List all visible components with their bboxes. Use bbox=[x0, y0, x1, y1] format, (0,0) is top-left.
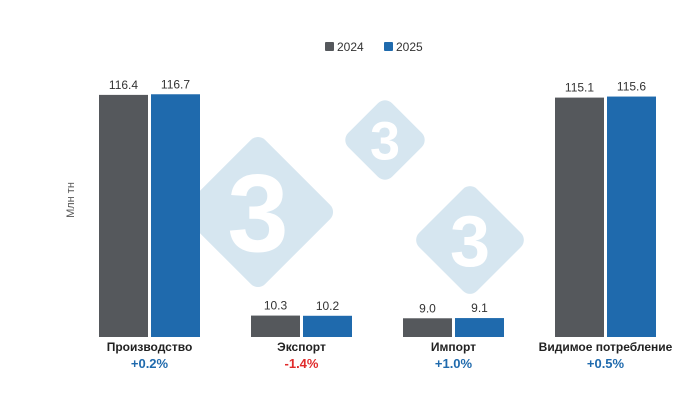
data-label-2024-4: 115.1 bbox=[565, 81, 594, 95]
y-axis-label: Млн тн bbox=[65, 182, 77, 218]
watermark-tile-shape bbox=[182, 136, 334, 288]
bars bbox=[99, 94, 656, 337]
change-label-2: -1.4% bbox=[285, 356, 319, 371]
legend-swatch-2024 bbox=[325, 42, 334, 51]
change-label-1: +0.2% bbox=[131, 356, 169, 371]
data-label-2024-2: 10.3 bbox=[264, 299, 288, 313]
bar-2024-2 bbox=[251, 315, 300, 337]
data-label-2025-2: 10.2 bbox=[316, 299, 340, 313]
category-labels: Производство +0.2% Экспорт -1.4% Импорт +1.0%… bbox=[107, 340, 673, 371]
watermark-digit: 3 bbox=[227, 153, 288, 276]
legend: 2024 2025 bbox=[325, 40, 423, 54]
legend-swatch-2025 bbox=[384, 42, 393, 51]
watermark-tile-1 bbox=[182, 136, 334, 288]
legend-label-2025: 2025 bbox=[396, 40, 423, 54]
data-label-2025-3: 9.1 bbox=[471, 301, 488, 315]
category-label-2: Экспорт bbox=[277, 340, 326, 354]
watermark-tile-shape bbox=[416, 186, 524, 294]
data-label-2024-3: 9.0 bbox=[419, 301, 436, 315]
bar-2024-3 bbox=[403, 318, 452, 337]
watermark-logo: 333 bbox=[182, 100, 524, 294]
bar-2024-1 bbox=[99, 94, 148, 337]
change-label-4: +0.5% bbox=[587, 356, 625, 371]
bar-2025-1 bbox=[151, 94, 200, 337]
watermark-tile-3 bbox=[416, 186, 524, 294]
bar-2025-4 bbox=[607, 96, 656, 337]
category-label-1: Производство bbox=[107, 340, 193, 354]
category-label-4: Видимое потребление bbox=[539, 340, 673, 354]
category-label-3: Импорт bbox=[431, 340, 476, 354]
bar-2025-2 bbox=[303, 315, 352, 337]
data-label-2025-1: 116.7 bbox=[161, 77, 190, 91]
data-labels: 116.4 116.7 10.3 10.2 9.0 9.1 115.1 115.6 bbox=[109, 77, 646, 315]
bar-2025-3 bbox=[455, 318, 504, 337]
watermark-tile-2 bbox=[345, 100, 425, 180]
watermark-digit: 3 bbox=[370, 111, 400, 171]
watermark-tile-shape bbox=[345, 100, 425, 180]
data-label-2024-1: 116.4 bbox=[109, 78, 138, 92]
change-label-3: +1.0% bbox=[435, 356, 473, 371]
watermark-digit: 3 bbox=[450, 202, 490, 282]
data-label-2025-4: 115.6 bbox=[617, 80, 646, 94]
bar-2024-4 bbox=[555, 97, 604, 337]
legend-label-2024: 2024 bbox=[337, 40, 364, 54]
